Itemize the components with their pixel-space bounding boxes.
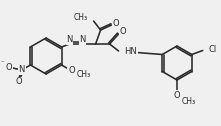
Text: CH₃: CH₃ [76,70,91,79]
Text: O: O [15,77,22,87]
Text: O: O [6,64,12,72]
Text: Cl: Cl [209,45,217,54]
Text: N: N [19,66,25,74]
Text: N: N [79,35,86,44]
Text: ⁻: ⁻ [1,60,5,66]
Text: CH₃: CH₃ [73,13,88,23]
Text: HN: HN [125,48,137,56]
Text: O: O [174,90,180,100]
Text: O: O [119,26,126,36]
Text: N: N [66,35,73,44]
Text: O: O [112,19,119,27]
Text: CH₃: CH₃ [182,97,196,105]
Text: O: O [68,66,75,75]
